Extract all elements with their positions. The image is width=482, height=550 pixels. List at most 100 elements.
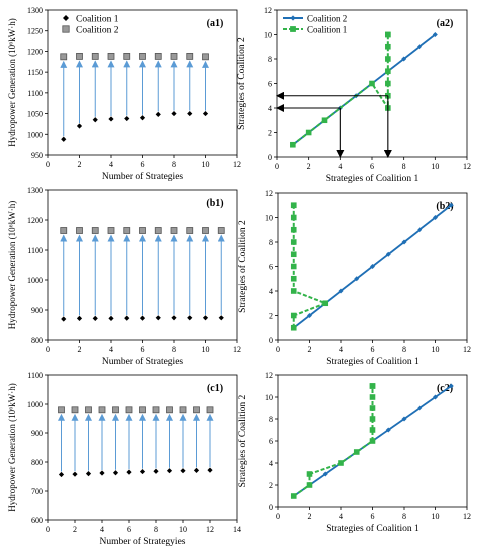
coalition2-point — [206, 406, 214, 414]
coalition2-point — [139, 53, 146, 60]
coalition1-point — [202, 315, 209, 321]
y-tick-label: 2 — [269, 312, 273, 321]
x-tick-label: 2 — [78, 160, 82, 169]
coalition1-point — [155, 111, 161, 117]
series-point-1 — [290, 275, 297, 282]
x-tick-label: 12 — [463, 345, 471, 354]
x-tick-label: 14 — [233, 525, 241, 534]
chart-b1: 0 2 4 6 8 10 12 800 900 1000 1100 1200 1300 Number of… — [7, 186, 241, 367]
y-tick-label: 600 — [31, 516, 43, 525]
coalition2-point — [166, 406, 173, 414]
coalition2-point — [170, 53, 178, 60]
series-point-1 — [290, 324, 297, 331]
y-tick-label: 10 — [264, 31, 272, 40]
coalition2-point — [123, 53, 131, 60]
y-tick-label: 6 — [269, 437, 273, 446]
series-line-1 — [292, 205, 329, 328]
y-tick-label: 6 — [268, 80, 272, 89]
coalition2-point — [71, 406, 79, 414]
y-tick-label: 1200 — [27, 216, 43, 225]
coalition1-point — [76, 315, 83, 321]
y-tick-label: 4 — [268, 104, 272, 113]
x-tick-label: 8 — [172, 345, 176, 354]
x-axis-label: Number of Strategyies — [99, 536, 185, 547]
x-tick-label: 6 — [371, 512, 375, 521]
x-tick-label: 4 — [100, 525, 104, 534]
series-point-1 — [369, 405, 376, 411]
y-tick-label: 1000 — [27, 276, 43, 285]
y-axis-label: Hydropower Generation (10⁶kW·h) — [7, 18, 17, 147]
legend-label: Coalition 2 — [76, 26, 119, 36]
x-tick-label: 12 — [206, 525, 214, 534]
series-point-0 — [307, 313, 312, 318]
series-point-0 — [401, 56, 407, 62]
coalition1-point — [112, 470, 119, 476]
series-point-1 — [322, 300, 329, 307]
x-tick-label: 6 — [141, 345, 145, 354]
series-point-1 — [385, 43, 391, 50]
coalition2-point — [107, 53, 115, 60]
x-tick-label: 10 — [432, 345, 440, 354]
y-tick-label: 8 — [269, 415, 273, 424]
coalition1-point — [58, 471, 65, 478]
x-axis-label: Strategies of Coalition 1 — [326, 356, 419, 367]
coalition2-point — [91, 227, 99, 234]
series-point-1 — [385, 68, 391, 75]
series-point-0 — [370, 264, 375, 269]
y-tick-label: 1300 — [27, 6, 43, 15]
series-point-1 — [369, 80, 375, 87]
series-point-1 — [290, 141, 296, 148]
x-tick-label: 10 — [432, 512, 440, 521]
plot-frame — [47, 374, 238, 521]
coalition1-point — [92, 117, 98, 123]
coalition2-point — [98, 406, 106, 414]
series-point-0 — [354, 276, 360, 282]
panel-label: (a1) — [207, 18, 224, 29]
x-tick-label: 6 — [127, 525, 131, 534]
y-tick-label: 10 — [265, 214, 273, 223]
series-point-0 — [417, 44, 422, 50]
x-tick-label: 8 — [402, 162, 406, 171]
y-tick-label: 1150 — [27, 68, 43, 77]
legend-label: Coalition 1 — [76, 15, 119, 25]
y-tick-label: 12 — [264, 6, 272, 15]
y-axis-label: Hydropower Generation (10⁶kW·h) — [7, 201, 17, 330]
x-tick-label: 6 — [371, 345, 375, 354]
y-tick-label: 0 — [269, 336, 273, 345]
series-point-0 — [433, 215, 438, 220]
legend-box — [279, 12, 367, 36]
y-tick-label: 4 — [269, 287, 273, 296]
y-axis-label: Hydropower Generation (10⁶kW·h) — [7, 383, 17, 512]
series-point-0 — [417, 227, 423, 233]
coalition2-point — [58, 406, 65, 414]
series-point-1 — [338, 460, 344, 466]
legend-swatch — [63, 15, 69, 21]
panel-label: (b1) — [206, 198, 223, 209]
series-point-1 — [290, 226, 297, 233]
x-tick-label: 0 — [46, 160, 50, 169]
coalition2-point — [112, 406, 119, 414]
coalition2-point — [152, 406, 160, 414]
series-point-1 — [290, 214, 297, 221]
coalition1-point — [187, 110, 193, 117]
series-point-0 — [401, 416, 407, 422]
coalition2-point — [139, 406, 146, 414]
x-tick-label: 0 — [276, 345, 280, 354]
y-tick-label: 12 — [265, 189, 273, 198]
series-point-1 — [290, 239, 297, 245]
coalition1-point — [61, 136, 67, 142]
coalition1-point — [126, 469, 132, 475]
chart-b2: 0 2 4 6 8 10 12 0 2 4 6 8 10 12 Strategies of Coalitio… — [237, 189, 471, 367]
series-point-1 — [290, 202, 297, 209]
series-point-1 — [290, 263, 297, 270]
y-tick-label: 0 — [268, 153, 272, 162]
coalition2-point — [76, 53, 83, 60]
x-tick-label: 12 — [233, 160, 241, 169]
coalition2-point — [91, 53, 99, 60]
panel-label: (c2) — [437, 383, 453, 394]
series-line-1 — [293, 386, 374, 497]
x-tick-label: 2 — [307, 162, 311, 171]
series-point-1 — [306, 482, 313, 488]
legend-swatch — [290, 26, 296, 32]
